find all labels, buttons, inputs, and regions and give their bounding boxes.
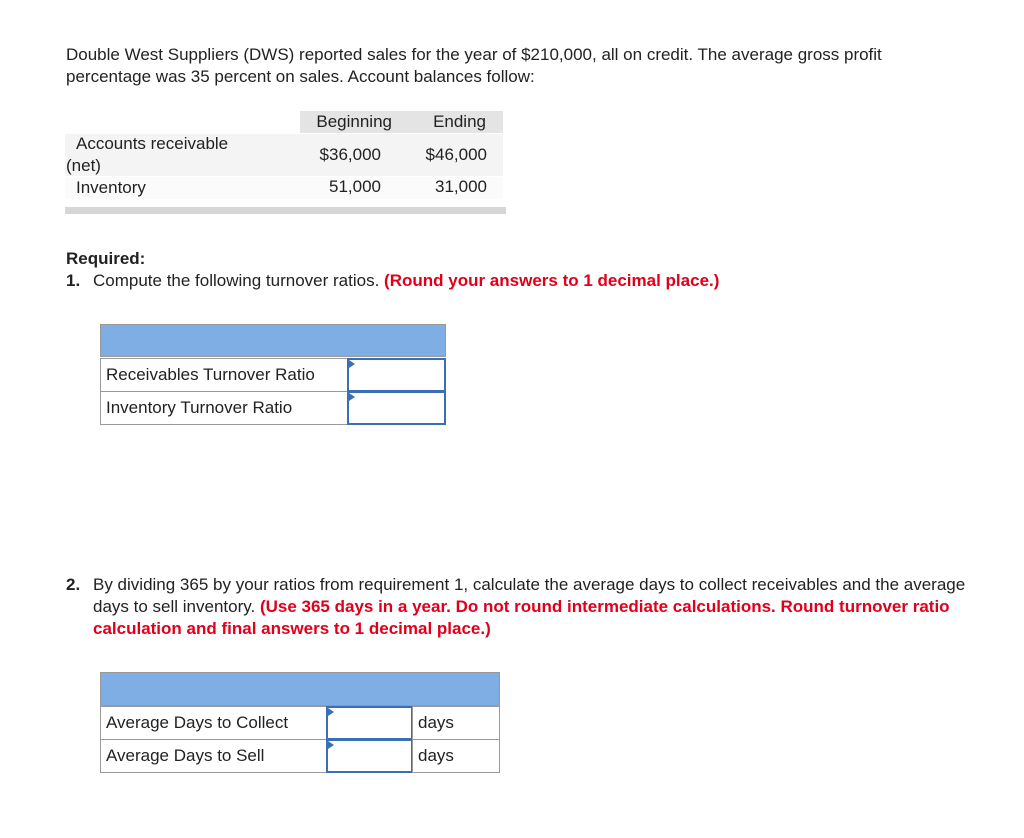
q-text: Compute the following turnover ratios. (… — [93, 270, 973, 292]
cell: 51,000 — [329, 177, 381, 196]
cell: 31,000 — [435, 177, 487, 196]
q-text: By dividing 365 by your ratios from requ… — [93, 575, 966, 616]
q-note: (Use 365 days in a year. Do not round in… — [93, 597, 950, 638]
row-label: Accounts receivable (net) — [66, 134, 229, 175]
col-header: Ending — [433, 112, 486, 131]
row-label: Inventory — [76, 178, 146, 197]
header-bg — [300, 111, 503, 133]
row-bg — [65, 177, 503, 199]
q-number: 2. — [66, 575, 81, 594]
q-text: By dividing 365 by your ratios from requ… — [93, 574, 973, 640]
answer-input[interactable] — [326, 739, 413, 773]
unit: days — [412, 739, 500, 773]
q-note: (Round your answers to 1 decimal place.) — [384, 271, 720, 290]
answer-header — [100, 672, 500, 706]
cell: $46,000 — [425, 145, 487, 164]
answer-label: Receivables Turnover Ratio — [100, 358, 348, 392]
q-number: 1. — [66, 271, 81, 290]
intro: Double West Suppliers (DWS) reported sal… — [66, 45, 882, 86]
col-header: Beginning — [316, 112, 392, 131]
unit: days — [412, 706, 500, 740]
cell: $36,000 — [319, 145, 381, 164]
answer-label: Average Days to Collect — [100, 706, 327, 740]
answer-input[interactable] — [347, 358, 446, 392]
required-heading: Required: — [66, 249, 146, 268]
answer-input[interactable] — [326, 706, 413, 740]
answer-header — [100, 324, 446, 357]
answer-label: Average Days to Sell — [100, 739, 327, 773]
row-bg — [65, 134, 503, 176]
q-text: Compute the following turnover ratios. — [93, 271, 380, 290]
table-foot — [65, 207, 506, 214]
answer-input[interactable] — [347, 391, 446, 425]
answer-label: Inventory Turnover Ratio — [100, 391, 348, 425]
